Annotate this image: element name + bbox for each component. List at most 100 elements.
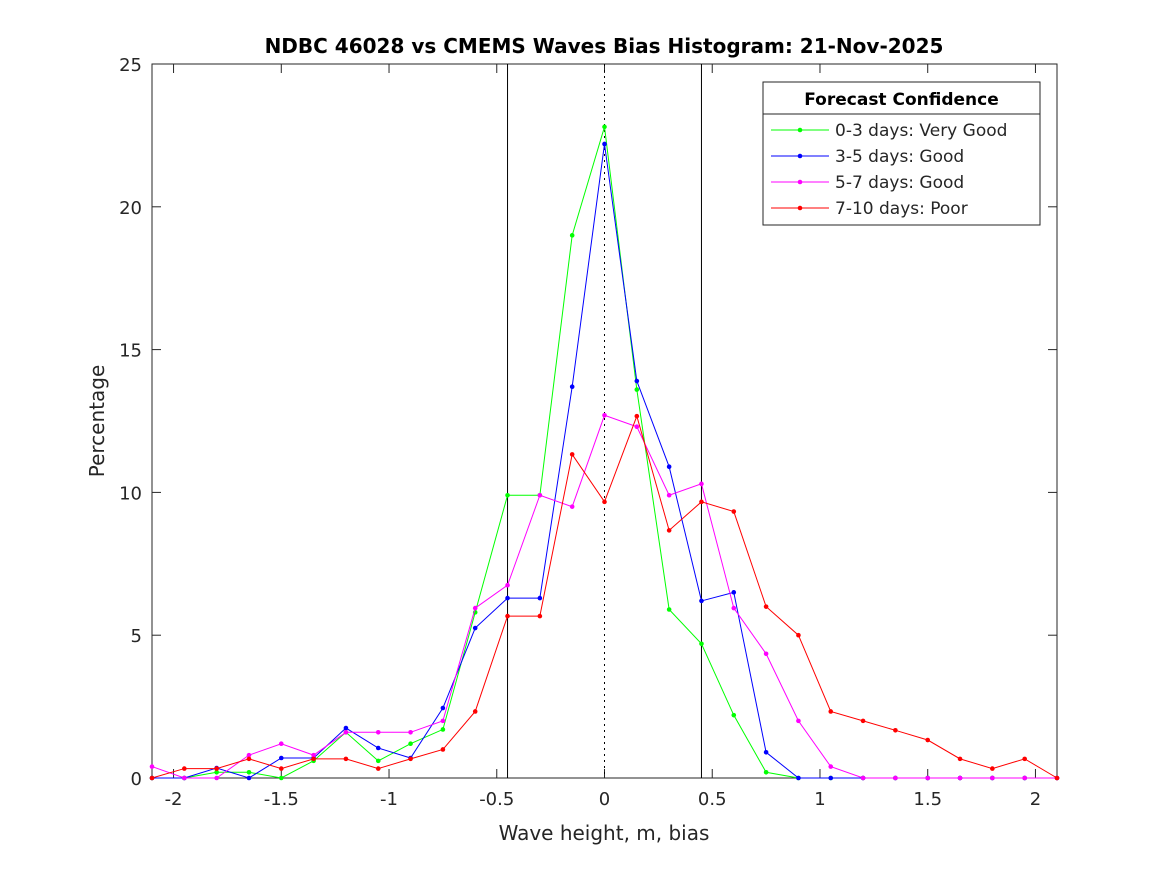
data-point bbox=[343, 730, 349, 735]
legend-box bbox=[762, 81, 1041, 226]
data-point bbox=[408, 756, 413, 762]
y-tick-label: 25 bbox=[119, 55, 142, 76]
data-point bbox=[569, 233, 575, 238]
x-axis-label: Wave height, m, bias bbox=[499, 821, 710, 845]
data-point bbox=[214, 766, 219, 771]
legend-marker bbox=[797, 205, 803, 211]
data-point bbox=[602, 141, 607, 147]
chart-title: NDBC 46028 vs CMEMS Waves Bias Histogram… bbox=[265, 34, 944, 58]
data-point bbox=[569, 384, 575, 390]
data-point bbox=[311, 756, 316, 762]
data-point bbox=[602, 412, 607, 418]
data-point bbox=[440, 727, 446, 732]
legend-entry: 3-5 days: Good bbox=[835, 147, 964, 167]
data-point bbox=[149, 764, 155, 769]
data-point bbox=[246, 769, 252, 775]
data-point bbox=[925, 737, 931, 743]
data-point bbox=[634, 387, 640, 392]
data-point bbox=[893, 728, 898, 733]
data-point bbox=[375, 745, 381, 751]
data-point bbox=[634, 413, 640, 419]
y-tick-label: 20 bbox=[119, 198, 142, 219]
data-point bbox=[246, 752, 252, 758]
data-point bbox=[537, 595, 543, 601]
data-point bbox=[278, 766, 284, 771]
data-point bbox=[990, 775, 995, 781]
x-tick-label: 0.5 bbox=[698, 789, 727, 810]
data-point bbox=[278, 755, 284, 761]
data-point bbox=[731, 509, 737, 514]
data-point bbox=[828, 709, 834, 714]
data-point bbox=[666, 607, 672, 612]
data-point bbox=[602, 124, 607, 130]
data-point bbox=[634, 424, 640, 430]
y-tick-label: 15 bbox=[119, 341, 142, 362]
data-point bbox=[699, 598, 704, 604]
data-point bbox=[763, 769, 769, 775]
data-point bbox=[440, 747, 446, 752]
data-point bbox=[440, 718, 446, 724]
data-point bbox=[699, 499, 704, 505]
data-point bbox=[149, 775, 155, 781]
x-tick-label: -1.5 bbox=[264, 789, 299, 810]
x-tick-label: -0.5 bbox=[479, 789, 514, 810]
data-point bbox=[666, 528, 672, 533]
data-point bbox=[408, 730, 413, 735]
data-point bbox=[278, 741, 284, 747]
y-tick-label: 0 bbox=[131, 769, 142, 790]
data-point bbox=[699, 481, 704, 487]
x-tick-label: 0 bbox=[599, 789, 610, 810]
data-point bbox=[343, 725, 349, 731]
data-point bbox=[957, 756, 963, 762]
data-point bbox=[925, 775, 931, 781]
data-point bbox=[505, 582, 510, 588]
data-point bbox=[763, 749, 769, 755]
data-point bbox=[246, 775, 252, 781]
y-tick-label: 5 bbox=[131, 626, 142, 647]
legend: Forecast Confidence 0-3 days: Very Good 3-… bbox=[762, 81, 1041, 226]
x-tick-label: -1 bbox=[380, 789, 398, 810]
legend-entry: 7-10 days: Poor bbox=[835, 199, 968, 219]
data-point bbox=[634, 378, 640, 384]
data-point bbox=[893, 775, 898, 781]
data-point bbox=[505, 613, 510, 619]
legend-entry: 5-7 days: Good bbox=[835, 173, 964, 193]
data-point bbox=[375, 766, 381, 771]
data-point bbox=[472, 625, 478, 631]
legend-marker bbox=[797, 179, 803, 185]
data-point bbox=[214, 775, 219, 781]
data-point bbox=[1054, 775, 1060, 781]
data-point bbox=[505, 595, 510, 601]
data-point bbox=[440, 705, 446, 711]
data-point bbox=[505, 492, 510, 498]
data-point bbox=[375, 758, 381, 764]
y-axis-label: Percentage bbox=[85, 365, 109, 478]
data-point bbox=[860, 718, 866, 724]
x-tick-label: 1.5 bbox=[913, 789, 942, 810]
data-point bbox=[666, 464, 672, 469]
data-point bbox=[699, 641, 704, 647]
data-point bbox=[828, 775, 834, 781]
data-point bbox=[375, 730, 381, 735]
data-point bbox=[763, 604, 769, 609]
data-point bbox=[472, 605, 478, 611]
data-point bbox=[828, 764, 834, 769]
data-point bbox=[666, 492, 672, 498]
data-point bbox=[731, 605, 737, 611]
data-point bbox=[602, 499, 607, 505]
data-point bbox=[957, 775, 963, 781]
data-point bbox=[1022, 775, 1027, 781]
data-point bbox=[1022, 756, 1027, 762]
data-point bbox=[182, 766, 187, 771]
data-point bbox=[408, 741, 413, 747]
legend-title: Forecast Confidence bbox=[804, 90, 999, 110]
data-point bbox=[569, 504, 575, 509]
data-point bbox=[246, 756, 252, 762]
x-tick-label: 2 bbox=[1030, 789, 1041, 810]
data-point bbox=[569, 452, 575, 457]
data-point bbox=[796, 632, 801, 638]
data-point bbox=[278, 775, 284, 781]
legend-entry: 0-3 days: Very Good bbox=[835, 121, 1007, 141]
